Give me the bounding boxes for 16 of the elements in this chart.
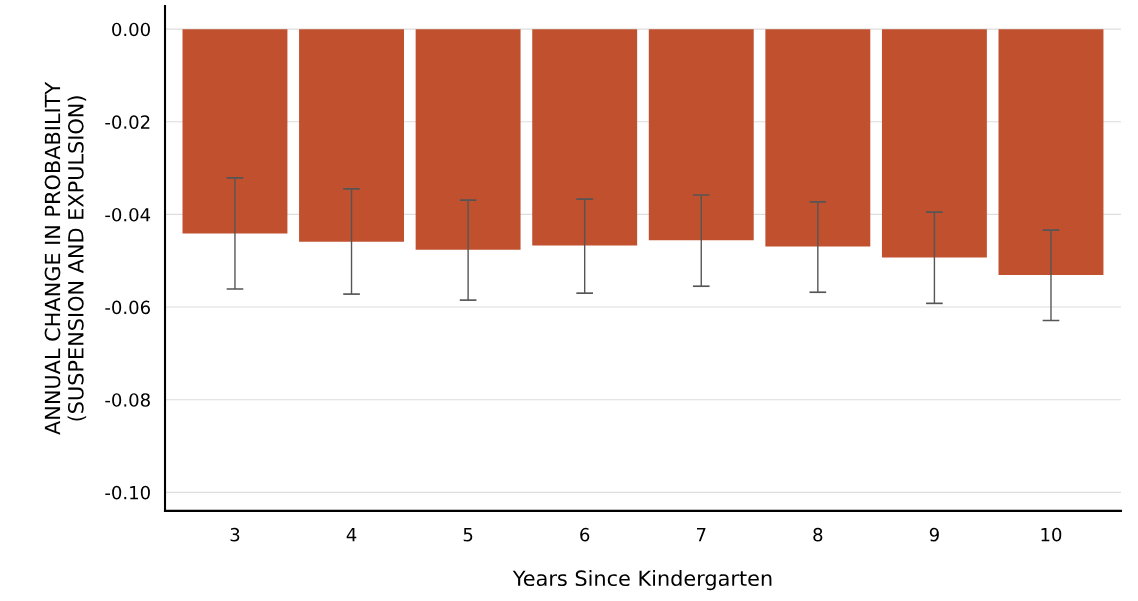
x-axis-title: Years Since Kindergarten	[512, 569, 772, 591]
y-tick-label: -0.04	[105, 207, 151, 222]
y-tick-label: 0.00	[112, 22, 150, 37]
x-tick-label: 7	[696, 528, 706, 542]
x-tick-label: 10	[1041, 527, 1062, 542]
y-tick-label: -0.08	[105, 393, 150, 407]
x-tick-label: 3	[230, 527, 240, 542]
y-axis-title: ANNUAL CHANGE IN PROBABILITY (SUSPENSION AND EXPULSION)	[44, 81, 87, 435]
y-tick-label: -0.10	[105, 485, 150, 500]
x-tick-label: 5	[463, 528, 473, 542]
y-tick-label: -0.06	[105, 300, 150, 315]
y-tick-label: -0.02	[105, 115, 150, 129]
x-tick-label: 6	[580, 527, 590, 542]
x-tick-label: 4	[346, 528, 357, 542]
x-tick-label: 9	[929, 527, 939, 542]
x-tick-label: 8	[813, 527, 823, 542]
